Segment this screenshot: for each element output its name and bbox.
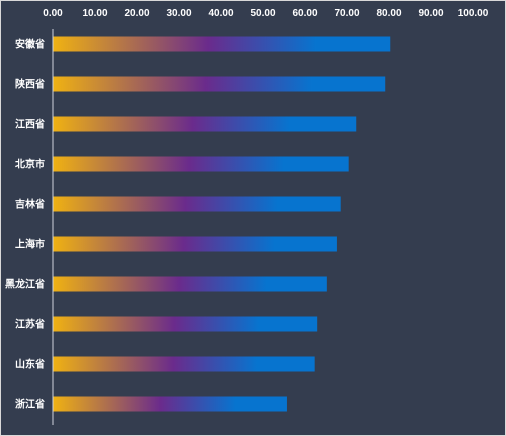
x-tick-label: 60.00 <box>292 8 317 19</box>
bar <box>53 36 391 52</box>
bar <box>53 196 341 212</box>
x-tick-label: 70.00 <box>334 8 359 19</box>
x-tick-label: 40.00 <box>208 8 233 19</box>
bars <box>53 36 391 412</box>
bar <box>53 76 386 92</box>
bar <box>53 316 318 332</box>
x-tick-label: 90.00 <box>418 8 443 19</box>
category-label: 上海市 <box>15 238 45 251</box>
category-label: 江西省 <box>15 118 45 131</box>
x-tick-label: 80.00 <box>376 8 401 19</box>
category-label: 江苏省 <box>15 318 45 331</box>
bar <box>53 156 349 172</box>
bar <box>53 276 327 292</box>
x-tick-label: 10.00 <box>82 8 107 19</box>
category-label: 吉林省 <box>15 198 45 211</box>
bar <box>53 236 337 252</box>
bar <box>53 356 315 372</box>
x-axis-tick-labels: 0.00 10.00 20.00 30.00 40.00 50.00 60.00 70.00 8… <box>43 8 488 19</box>
category-label: 黑龙江省 <box>5 278 45 291</box>
x-tick-label: 30.00 <box>166 8 191 19</box>
category-label: 北京市 <box>15 158 45 171</box>
x-tick-label: 100.00 <box>458 8 489 19</box>
x-tick-label: 0.00 <box>43 8 63 19</box>
category-label: 陕西省 <box>15 78 45 91</box>
category-label: 浙江省 <box>15 398 45 411</box>
category-label: 山东省 <box>15 358 45 371</box>
bar <box>53 116 357 132</box>
x-tick-label: 50.00 <box>250 8 275 19</box>
bar <box>53 396 287 412</box>
category-label: 安徽省 <box>15 38 45 51</box>
x-tick-label: 20.00 <box>124 8 149 19</box>
